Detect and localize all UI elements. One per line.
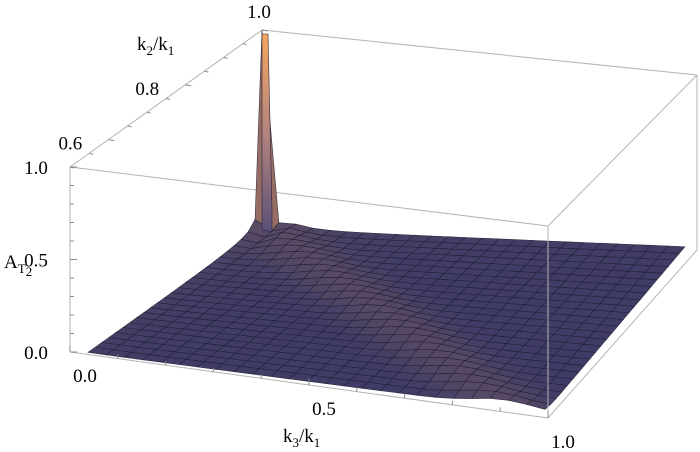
y-axis-tick-mark <box>185 84 192 87</box>
y-axis-tick-mark <box>261 29 269 32</box>
y-axis-tick-mark <box>127 125 132 128</box>
z-axis: 0.0 0.5 1.0 <box>24 158 77 364</box>
y-axis-label: k2/k1 <box>137 34 174 58</box>
x-axis: 0.0 0.5 1.0 <box>69 345 575 452</box>
x-axis-tick-label: 0.5 <box>312 399 336 420</box>
surface-peak <box>261 33 273 233</box>
z-axis-tick-label: 1.0 <box>24 158 48 179</box>
y-axis-tick-mark <box>69 166 75 169</box>
x-axis-tick-label: 0.0 <box>73 366 97 387</box>
y-axis-tick-mark <box>242 43 247 46</box>
z-axis-tick-label: 0.5 <box>24 251 48 272</box>
y-axis-tick-mark <box>204 70 209 73</box>
y-axis-tick-mark <box>165 98 171 100</box>
y-axis-tick-label: 0.8 <box>135 79 159 100</box>
y-axis-tick-label: 1.0 <box>247 2 271 23</box>
y-axis-tick-mark <box>223 56 228 59</box>
z-axis-label: AT2 <box>4 252 32 279</box>
z-axis-tick-label: 0.0 <box>24 343 48 364</box>
y-axis-tick-mark <box>108 139 115 142</box>
x-axis-tick-label: 1.0 <box>551 432 575 452</box>
surface-cell <box>526 400 552 410</box>
y-axis-tick-label: 0.6 <box>59 134 83 155</box>
y-axis: 0.6 0.8 1.0 <box>59 2 271 169</box>
y-axis-tick-mark <box>89 152 94 155</box>
x-axis-label: k3/k1 <box>283 426 320 450</box>
surface <box>87 29 686 410</box>
y-axis-tick-mark <box>146 111 151 114</box>
